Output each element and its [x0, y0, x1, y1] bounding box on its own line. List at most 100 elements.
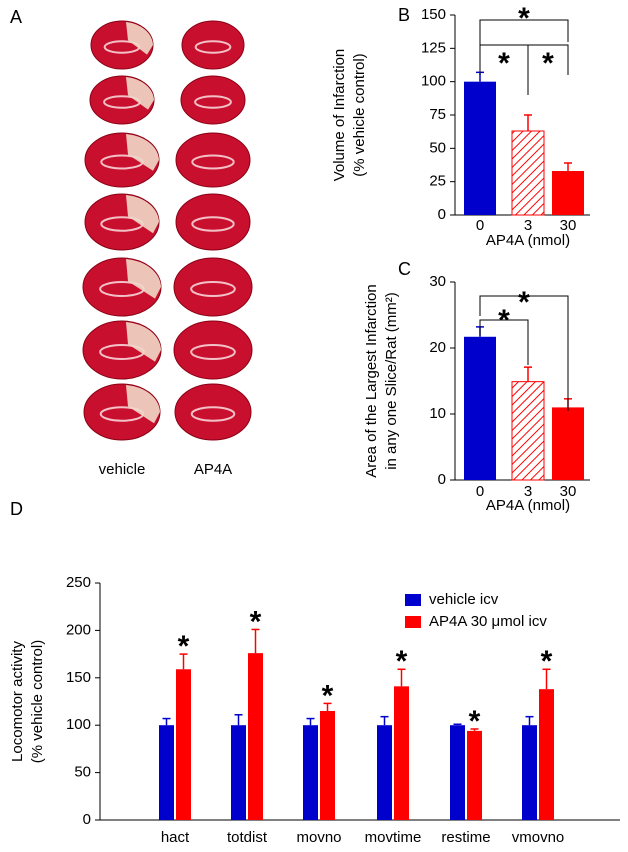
y-tick-label: 0: [438, 471, 446, 488]
y-tick-label: 30: [429, 273, 446, 290]
significance-star: *: [542, 47, 554, 80]
significance-star: *: [322, 679, 334, 712]
infarct: [126, 77, 154, 110]
bar: [464, 336, 496, 480]
legend-swatch: [405, 616, 421, 628]
y-tick-label: 100: [66, 716, 91, 733]
significance-star: *: [498, 304, 510, 337]
significance-star: *: [518, 286, 530, 319]
x-tick-label: 3: [524, 483, 532, 500]
y-tick-label: 200: [66, 621, 91, 638]
y-tick-label: 75: [429, 106, 446, 123]
x-tick-label: movtime: [365, 829, 422, 846]
bar: [511, 130, 545, 216]
brain-slice: [175, 132, 251, 188]
y-axis-label: Locomotor activity: [9, 641, 26, 762]
significance-bracket: [479, 319, 529, 365]
y-tick-label: 0: [83, 811, 91, 828]
x-axis-label: AP4A (nmol): [486, 232, 570, 249]
bar: [552, 171, 584, 215]
x-tick-label: totdist: [227, 829, 268, 846]
significance-star: *: [250, 605, 262, 638]
y-tick-label: 150: [66, 669, 91, 686]
brain-slices: [82, 20, 253, 441]
panel-label: A: [10, 7, 22, 27]
legend-label: AP4A 30 μmol icv: [429, 613, 547, 630]
y-tick-label: 50: [74, 764, 91, 781]
bar: [231, 725, 246, 820]
panel-label: D: [10, 499, 23, 519]
x-tick-label: 30: [560, 483, 577, 500]
infarct: [126, 322, 161, 362]
bar: [539, 689, 554, 820]
bar: [394, 686, 409, 820]
significance-star: *: [498, 47, 510, 80]
brain-slice: [174, 383, 252, 441]
panel-label: C: [398, 259, 411, 279]
infarct: [126, 22, 153, 55]
infarct: [126, 385, 160, 424]
panel-label: B: [398, 5, 410, 25]
bar: [522, 725, 537, 820]
y-tick-label: 20: [429, 339, 446, 356]
bar: [464, 81, 496, 216]
bar: [176, 669, 191, 820]
x-tick-label: vmovno: [512, 829, 565, 846]
bar: [248, 653, 263, 820]
y-axis-label: Volume of Infarction: [331, 49, 348, 182]
y-tick-label: 25: [429, 173, 446, 190]
bar: [320, 710, 335, 820]
column-label: AP4A: [194, 461, 232, 478]
brain-slice: [173, 257, 253, 317]
y-tick-label: 10: [429, 405, 446, 422]
y-tick-label: 50: [429, 139, 446, 156]
y-axis-label: (% vehicle control): [351, 53, 368, 176]
ventricle: [190, 406, 236, 422]
ventricle: [190, 281, 236, 297]
significance-star: *: [178, 630, 190, 663]
ventricle: [190, 344, 236, 360]
brain-slice: [173, 320, 253, 380]
y-tick-label: 0: [438, 206, 446, 223]
significance-bracket: [479, 295, 569, 411]
bar: [511, 381, 545, 481]
y-tick-label: 125: [421, 39, 446, 56]
x-tick-label: 3: [524, 217, 532, 234]
ventricle: [194, 40, 232, 54]
brain-slice: [181, 20, 245, 70]
x-tick-label: 30: [560, 217, 577, 234]
y-axis-label: (% vehicle control): [29, 640, 46, 763]
legend-swatch: [405, 594, 421, 606]
x-tick-label: 0: [476, 483, 484, 500]
ventricle: [191, 216, 235, 232]
significance-star: *: [518, 2, 530, 35]
significance-bracket: [527, 44, 569, 95]
y-tick-label: 250: [66, 574, 91, 591]
y-axis-label: Area of the Largest Infarction: [363, 284, 380, 477]
x-tick-label: restime: [441, 829, 490, 846]
x-tick-label: hact: [161, 829, 190, 846]
significance-star: *: [396, 645, 408, 678]
bar: [450, 725, 465, 820]
infarct: [126, 259, 161, 299]
brain-slice: [175, 193, 251, 251]
legend-label: vehicle icv: [429, 591, 499, 608]
x-tick-label: movno: [296, 829, 341, 846]
significance-bracket: [479, 19, 569, 55]
infarct: [126, 134, 159, 171]
column-label: vehicle: [99, 461, 146, 478]
brain-slice: [180, 75, 246, 125]
y-axis-label: in any one Slice/Rat (mm²): [383, 292, 400, 470]
bar: [303, 725, 318, 820]
bar: [552, 407, 584, 480]
ventricle: [191, 154, 235, 170]
ventricle: [194, 95, 232, 109]
y-tick-label: 150: [421, 6, 446, 23]
infarct: [126, 195, 159, 234]
x-tick-label: 0: [476, 217, 484, 234]
x-axis-label: AP4A (nmol): [486, 497, 570, 514]
significance-star: *: [469, 705, 481, 738]
bar: [467, 730, 482, 820]
bar: [159, 725, 174, 820]
